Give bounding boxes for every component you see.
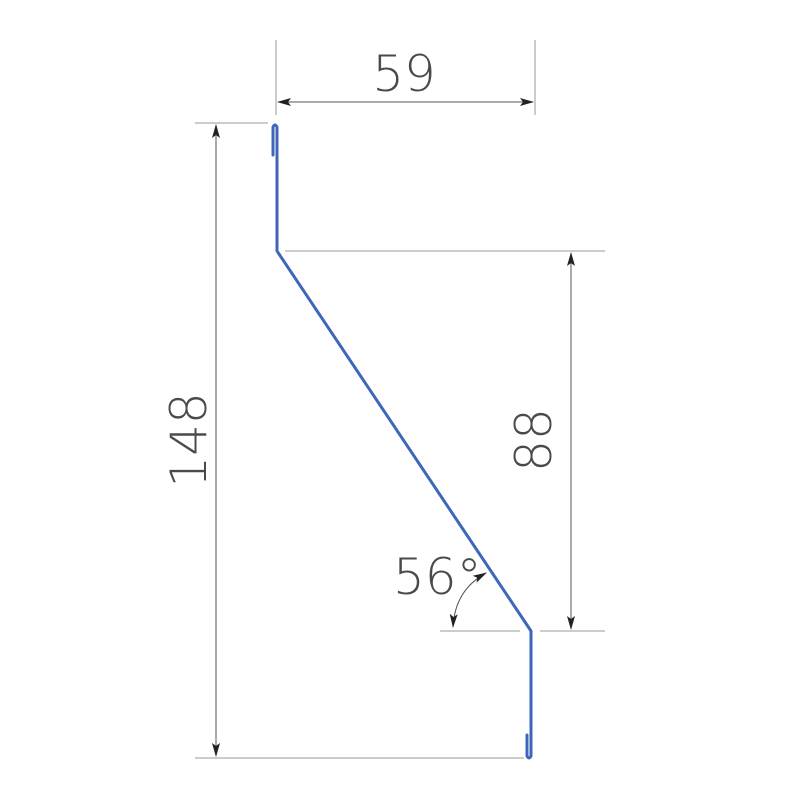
total-height-label: 148 [160, 392, 218, 487]
angle-arc [449, 572, 487, 628]
offset-height-label: 88 [505, 408, 563, 472]
sheet-profile [271, 123, 533, 760]
extension-lines [195, 40, 605, 759]
angle-label: 56° [393, 548, 482, 606]
width-label: 59 [372, 45, 436, 103]
